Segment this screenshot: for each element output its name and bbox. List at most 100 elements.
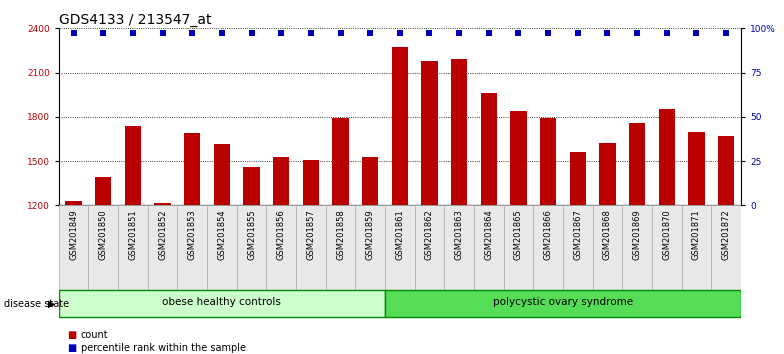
Point <box>601 30 614 36</box>
Text: GSM201869: GSM201869 <box>633 210 641 260</box>
Text: GSM201857: GSM201857 <box>307 210 315 260</box>
Bar <box>118 205 147 290</box>
Bar <box>421 61 437 205</box>
Bar <box>652 205 681 290</box>
Point <box>97 30 110 36</box>
Text: GSM201856: GSM201856 <box>277 210 285 260</box>
Point <box>364 30 376 36</box>
Text: GSM201858: GSM201858 <box>336 210 345 260</box>
Text: GSM201866: GSM201866 <box>543 210 553 261</box>
Point <box>275 30 288 36</box>
Text: polycystic ovary syndrome: polycystic ovary syndrome <box>493 297 633 307</box>
Text: ▶: ▶ <box>48 298 56 309</box>
Point <box>542 30 554 36</box>
Text: GSM201872: GSM201872 <box>721 210 731 260</box>
Bar <box>503 205 533 290</box>
Bar <box>451 58 467 205</box>
Bar <box>718 136 734 205</box>
Bar <box>296 205 325 290</box>
Point <box>127 30 140 36</box>
Bar <box>688 132 705 205</box>
Bar <box>599 143 615 205</box>
Bar <box>89 205 118 290</box>
Bar <box>659 109 675 205</box>
Text: percentile rank within the sample: percentile rank within the sample <box>81 343 245 353</box>
Point <box>482 30 495 36</box>
Text: GSM201870: GSM201870 <box>662 210 671 260</box>
Bar <box>147 205 177 290</box>
Bar <box>681 205 711 290</box>
Point <box>720 30 732 36</box>
Bar <box>355 205 385 290</box>
Bar <box>510 111 527 205</box>
Text: GSM201861: GSM201861 <box>395 210 405 260</box>
Text: GSM201865: GSM201865 <box>514 210 523 260</box>
Bar <box>385 205 415 290</box>
Bar <box>540 118 557 205</box>
Point <box>394 30 406 36</box>
Point <box>245 30 258 36</box>
Bar <box>303 160 319 205</box>
Bar <box>533 205 563 290</box>
Point <box>572 30 584 36</box>
Bar <box>474 205 503 290</box>
Point <box>156 30 169 36</box>
Text: GSM201855: GSM201855 <box>247 210 256 260</box>
Text: GSM201850: GSM201850 <box>99 210 107 260</box>
Bar <box>177 205 207 290</box>
Text: GSM201851: GSM201851 <box>129 210 137 260</box>
Text: ■: ■ <box>67 343 76 353</box>
Bar <box>95 177 111 205</box>
Text: disease state: disease state <box>4 298 69 309</box>
Point <box>216 30 228 36</box>
Point <box>305 30 318 36</box>
Text: GDS4133 / 213547_at: GDS4133 / 213547_at <box>59 13 212 27</box>
Bar <box>570 152 586 205</box>
Bar <box>622 205 652 290</box>
Text: GSM201852: GSM201852 <box>158 210 167 260</box>
Text: GSM201859: GSM201859 <box>365 210 375 260</box>
Text: count: count <box>81 330 108 339</box>
Bar <box>273 156 289 205</box>
Bar <box>125 126 141 205</box>
Bar <box>385 290 741 317</box>
Bar <box>415 205 445 290</box>
Bar <box>66 201 82 205</box>
Bar <box>629 123 645 205</box>
Text: GSM201854: GSM201854 <box>217 210 227 260</box>
Text: GSM201862: GSM201862 <box>425 210 434 260</box>
Text: GSM201863: GSM201863 <box>455 210 463 261</box>
Point <box>423 30 436 36</box>
Bar <box>243 167 260 205</box>
Point <box>512 30 524 36</box>
Bar <box>392 47 408 205</box>
Point <box>186 30 198 36</box>
Bar <box>184 133 201 205</box>
Bar <box>154 203 171 205</box>
Bar <box>59 205 89 290</box>
Bar <box>332 118 349 205</box>
Text: GSM201853: GSM201853 <box>187 210 197 260</box>
Text: GSM201864: GSM201864 <box>485 210 493 260</box>
Text: GSM201849: GSM201849 <box>69 210 78 260</box>
Bar <box>237 205 267 290</box>
Text: GSM201871: GSM201871 <box>692 210 701 260</box>
Bar <box>593 205 622 290</box>
Point <box>334 30 347 36</box>
Point <box>67 30 80 36</box>
Text: ■: ■ <box>67 330 76 339</box>
Point <box>453 30 466 36</box>
Bar <box>481 93 497 205</box>
Bar <box>711 205 741 290</box>
Bar <box>362 156 379 205</box>
Bar <box>214 144 230 205</box>
Text: obese healthy controls: obese healthy controls <box>162 297 281 307</box>
Text: GSM201868: GSM201868 <box>603 210 612 261</box>
Point <box>690 30 702 36</box>
Bar <box>563 205 593 290</box>
Bar <box>207 205 237 290</box>
Text: GSM201867: GSM201867 <box>573 210 583 261</box>
Point <box>660 30 673 36</box>
Bar <box>445 205 474 290</box>
Bar <box>267 205 296 290</box>
